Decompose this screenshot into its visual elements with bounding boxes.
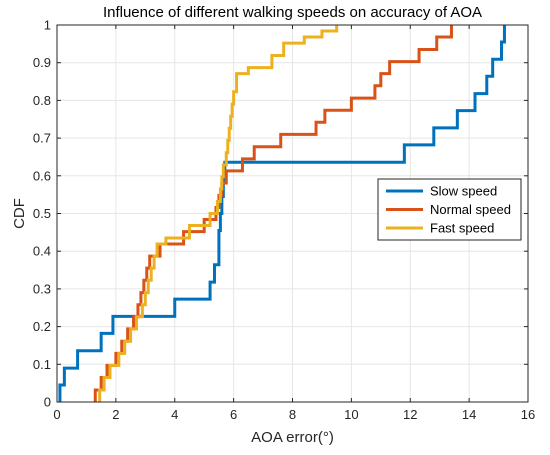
x-axis-title: AOA error(°) (251, 429, 334, 446)
x-tick-label: 6 (230, 407, 237, 422)
x-tick-label: 8 (289, 407, 296, 422)
x-tick-label: 4 (171, 407, 178, 422)
x-tick-label: 0 (53, 407, 60, 422)
y-tick-label: 0.5 (33, 206, 51, 221)
series-line-slow-speed (58, 25, 506, 402)
x-tick-label: 14 (462, 407, 476, 422)
series-layer (58, 25, 506, 402)
axis-ticks: 0 2 4 6 8 10 12 14 16 0 0.1 0.2 0.3 0.4 0.5 0.6 0.7 0.8 0.… (33, 18, 535, 423)
legend: Slow speed Normal speed Fast speed (377, 178, 522, 241)
series-line-fast-speed (98, 25, 339, 402)
x-tick-label: 10 (344, 407, 358, 422)
chart-title: Influence of different walking speeds on… (103, 4, 482, 21)
legend-label-fast-speed: Fast speed (430, 221, 494, 236)
x-tick-label: 2 (112, 407, 119, 422)
y-tick-label: 0 (44, 395, 51, 410)
y-tick-label: 0.2 (33, 319, 51, 334)
y-tick-label: 1 (44, 18, 51, 33)
y-tick-label: 0.6 (33, 168, 51, 183)
y-tick-label: 0.3 (33, 281, 51, 296)
legend-label-slow-speed: Slow speed (430, 184, 497, 199)
y-tick-label: 0.7 (33, 131, 51, 146)
x-tick-label: 12 (403, 407, 417, 422)
legend-label-normal-speed: Normal speed (430, 202, 511, 217)
y-tick-label: 0.9 (33, 55, 51, 70)
y-axis-title: CDF (11, 198, 28, 229)
y-tick-label: 0.1 (33, 357, 51, 372)
x-tick-label: 16 (521, 407, 535, 422)
y-tick-label: 0.4 (33, 244, 51, 259)
y-tick-label: 0.8 (33, 93, 51, 108)
